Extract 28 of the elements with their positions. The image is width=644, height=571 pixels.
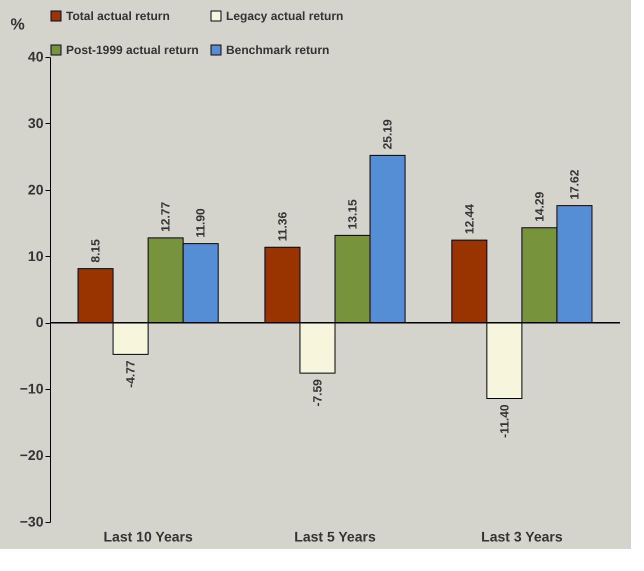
text: 8.15 <box>88 239 103 263</box>
text: 17.62 <box>567 170 582 200</box>
text: 12.77 <box>158 202 173 232</box>
text: 14.29 <box>532 192 546 222</box>
legend-label: Benchmark return <box>226 43 330 57</box>
text: -7.59 <box>310 379 324 406</box>
legend-label: Total actual return <box>66 9 170 23</box>
x-tick-label: Last 10 Years <box>103 528 193 544</box>
y-tick-label: 10 <box>28 248 44 264</box>
legend-label: Post-1999 actual return <box>66 43 199 57</box>
text: 13.15 <box>346 199 360 230</box>
text: 11.90 <box>194 208 208 238</box>
text: 12.44 <box>462 204 476 234</box>
x-tick-label: Last 3 Years <box>481 528 563 544</box>
y-tick-label: 20 <box>28 181 44 198</box>
y-tick-label: 30 <box>28 114 44 131</box>
y-tick-label: −20 <box>20 447 44 464</box>
text: 11.36 <box>275 212 290 242</box>
x-tick-label: Last 5 Years <box>294 528 376 544</box>
y-tick-label: 0 <box>36 314 44 330</box>
y-tick-label: 40 <box>28 48 44 64</box>
y-axis-title: % <box>10 16 25 34</box>
text: -11.40 <box>497 404 512 438</box>
legend-label: Legacy actual return <box>226 9 344 23</box>
y-tick-label: −10 <box>20 380 44 397</box>
text: -4.77 <box>124 360 138 388</box>
text: 25.19 <box>380 119 395 150</box>
y-tick-label: −30 <box>20 514 44 530</box>
